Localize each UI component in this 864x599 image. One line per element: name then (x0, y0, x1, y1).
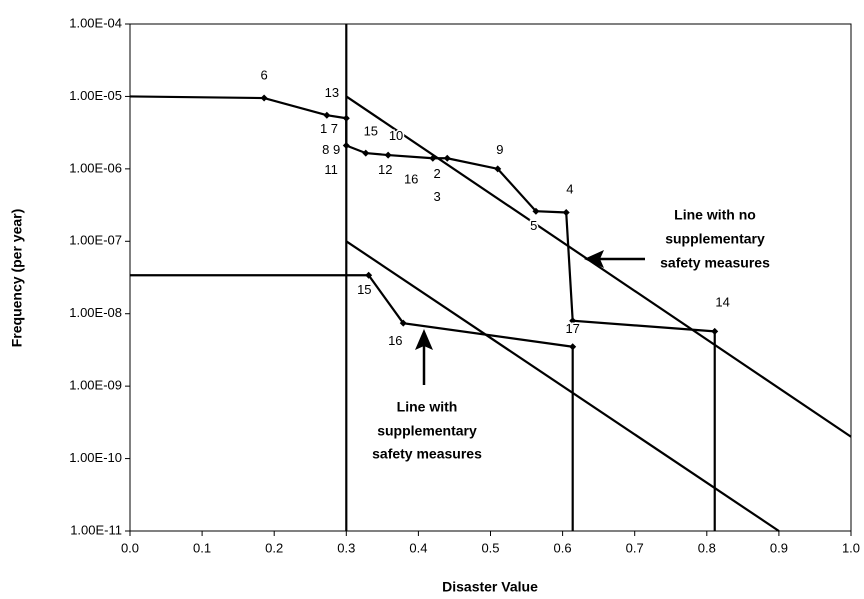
y-tick-label: 1.00E-08 (69, 305, 122, 320)
plot-frame (129, 23, 852, 532)
y-tick-label: 1.00E-10 (69, 450, 122, 465)
annotation-line: supplementary (377, 423, 477, 439)
series-line (129, 95, 715, 333)
annotation-line: Line with no (674, 207, 756, 223)
point-label: 11 (324, 162, 338, 177)
y-tick-label: 1.00E-11 (70, 522, 122, 537)
x-tick-label: 0.2 (265, 540, 283, 555)
x-tick-label: 0.1 (193, 540, 211, 555)
y-tick-label: 1.00E-04 (69, 15, 122, 30)
x-axis-label: Disaster Value (442, 579, 538, 595)
point-label: 5 (530, 218, 537, 233)
point-label: 9 (496, 142, 503, 157)
x-tick-label: 0.5 (481, 540, 499, 555)
x-tick-label: 0.0 (121, 540, 139, 555)
x-tick-label: 0.7 (626, 540, 644, 555)
point-marker (365, 271, 373, 279)
point-marker (443, 154, 451, 162)
point-marker (384, 151, 392, 159)
y-tick-label: 1.00E-05 (69, 88, 122, 103)
arrow-head (415, 329, 433, 350)
point-marker (494, 165, 502, 173)
y-tick-label: 1.00E-06 (69, 160, 122, 175)
arrow-head (584, 250, 604, 268)
x-tick-label: 0.8 (698, 540, 716, 555)
series-line (345, 95, 852, 438)
y-tick-label: 1.00E-09 (69, 378, 122, 393)
point-marker (569, 317, 577, 325)
x-tick-label: 0.3 (337, 540, 355, 555)
annotation-line: supplementary (665, 231, 765, 247)
point-label: 1 7 (320, 121, 338, 136)
y-tick-label: 1.00E-07 (69, 233, 122, 248)
point-label: 4 (566, 181, 573, 196)
point-label: 8 9 (322, 142, 340, 157)
annotation-2: Line with supplementary safety measures (372, 329, 482, 462)
point-marker (562, 208, 570, 216)
point-label: 17 (565, 321, 579, 336)
x-tick-label: 0.4 (409, 540, 427, 555)
x-tick-label: 0.9 (770, 540, 788, 555)
annotation-line: safety measures (660, 255, 770, 271)
point-marker (260, 94, 268, 102)
annotation-line: Line with (397, 399, 458, 415)
annotation-1: Line with no supplementary safety measur… (584, 207, 770, 271)
point-label: 3 (434, 189, 441, 204)
point-label: 10 (389, 128, 403, 143)
point-label: 16 (388, 333, 402, 348)
y-axis-label: Frequency (per year) (9, 209, 25, 348)
x-tick-label: 1.0 (842, 540, 860, 555)
point-marker (399, 319, 407, 327)
series-line (130, 274, 573, 348)
point-label: 12 (378, 162, 392, 177)
x-tick-label: 0.6 (554, 540, 572, 555)
series-line (345, 240, 780, 532)
point-label: 2 (434, 166, 441, 181)
point-label: 15 (357, 282, 371, 297)
point-label: 15 (364, 124, 378, 139)
point-marker (532, 207, 540, 215)
point-marker (362, 149, 370, 157)
point-label: 6 (260, 68, 267, 83)
point-marker (323, 111, 331, 119)
point-label: 14 (715, 295, 729, 310)
point-label: 13 (325, 85, 339, 100)
annotation-line: safety measures (372, 446, 482, 462)
point-label: 16 (404, 172, 418, 187)
